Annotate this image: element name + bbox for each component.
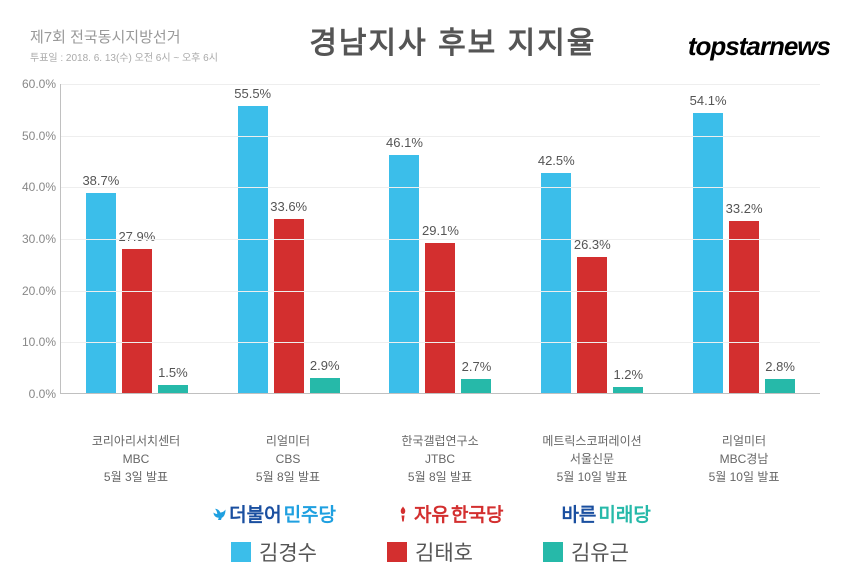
bar-value-label: 46.1% <box>386 135 423 150</box>
party-name-a: 더불어 <box>229 500 281 527</box>
candidate-label: 김태호 <box>387 537 473 567</box>
candidate-label: 김유근 <box>543 537 629 567</box>
bar: 46.1% <box>389 155 419 393</box>
bar: 2.9% <box>310 378 340 393</box>
bar: 2.7% <box>461 379 491 393</box>
color-swatch <box>387 542 407 562</box>
y-tick: 60.0% <box>22 77 56 91</box>
bar-value-label: 1.5% <box>158 365 188 380</box>
bar: 26.3% <box>577 257 607 393</box>
x-label: 한국갤럽연구소JTBC5월 8일 발표 <box>364 424 516 486</box>
y-tick: 20.0% <box>22 284 56 298</box>
grid-line <box>61 187 820 188</box>
bar: 54.1% <box>693 113 723 393</box>
party-name-b: 미래당 <box>598 500 650 527</box>
candidate-row: 김경수 김태호 김유근 <box>60 537 800 567</box>
bar-value-label: 2.7% <box>462 359 492 374</box>
color-swatch <box>543 542 563 562</box>
bar-value-label: 33.6% <box>270 199 307 214</box>
grid-line <box>61 84 820 85</box>
chart: 0.0%10.0%20.0%30.0%40.0%50.0%60.0% 38.7%… <box>60 84 820 424</box>
candidate-name: 김태호 <box>415 537 473 567</box>
party-name-a: 바른 <box>561 500 596 527</box>
bar-value-label: 27.9% <box>118 229 155 244</box>
bar-value-label: 42.5% <box>538 153 575 168</box>
party-name-b: 한국당 <box>451 500 503 527</box>
party-label: 자유한국당 <box>394 500 503 527</box>
y-tick: 0.0% <box>29 387 56 401</box>
candidate-label: 김경수 <box>231 537 317 567</box>
plot-area: 38.7%27.9%1.5%55.5%33.6%2.9%46.1%29.1%2.… <box>60 84 820 394</box>
bar-value-label: 1.2% <box>613 367 643 382</box>
y-tick: 40.0% <box>22 180 56 194</box>
bar: 38.7% <box>86 193 116 393</box>
x-label: 리얼미터CBS5월 8일 발표 <box>212 424 364 486</box>
subtitle: 제7회 전국동시지방선거 <box>30 26 218 47</box>
party-name-a: 자유 <box>414 500 449 527</box>
bar: 42.5% <box>541 173 571 393</box>
x-label: 리얼미터MBC경남5월 10일 발표 <box>668 424 820 486</box>
bar: 1.2% <box>613 387 643 393</box>
y-axis: 0.0%10.0%20.0%30.0%40.0%50.0%60.0% <box>12 84 60 394</box>
bar-value-label: 33.2% <box>726 201 763 216</box>
subdate: 투표일 : 2018. 6. 13(수) 오전 6시 ~ 오후 6시 <box>30 49 218 64</box>
bar-value-label: 54.1% <box>690 93 727 108</box>
candidate-name: 김경수 <box>259 537 317 567</box>
bar: 33.2% <box>729 221 759 393</box>
grid-line <box>61 291 820 292</box>
bar-value-label: 2.8% <box>765 359 795 374</box>
party-name-b: 민주당 <box>284 500 336 527</box>
x-label: 코리아리서치센터MBC5월 3일 발표 <box>60 424 212 486</box>
bar: 27.9% <box>122 249 152 393</box>
bar-value-label: 55.5% <box>234 86 271 101</box>
y-tick: 10.0% <box>22 335 56 349</box>
y-tick: 30.0% <box>22 232 56 246</box>
bar: 33.6% <box>274 219 304 393</box>
bar: 2.8% <box>765 379 795 393</box>
party-label: 바른미래당 <box>561 500 650 527</box>
x-label: 메트릭스코퍼레이션서울신문5월 10일 발표 <box>516 424 668 486</box>
bar-value-label: 38.7% <box>82 173 119 188</box>
x-axis-labels: 코리아리서치센터MBC5월 3일 발표리얼미터CBS5월 8일 발표한국갤럽연구… <box>60 424 820 486</box>
bar-value-label: 29.1% <box>422 223 459 238</box>
bar-value-label: 2.9% <box>310 358 340 373</box>
party-row: 더불어민주당 자유한국당 바른미래당 <box>60 500 800 527</box>
color-swatch <box>231 542 251 562</box>
header-left: 제7회 전국동시지방선거 투표일 : 2018. 6. 13(수) 오전 6시 … <box>30 26 218 64</box>
torch-icon <box>394 505 412 523</box>
bar: 55.5% <box>238 106 268 393</box>
bar: 29.1% <box>425 243 455 393</box>
brand-logo: topstarnews <box>688 31 830 62</box>
dove-icon <box>209 505 227 523</box>
page-title: 경남지사 후보 지지율 <box>232 18 674 62</box>
y-tick: 50.0% <box>22 129 56 143</box>
candidate-name: 김유근 <box>571 537 629 567</box>
bar: 1.5% <box>158 385 188 393</box>
grid-line <box>61 342 820 343</box>
grid-line <box>61 239 820 240</box>
party-label: 더불어민주당 <box>209 500 336 527</box>
header: 제7회 전국동시지방선거 투표일 : 2018. 6. 13(수) 오전 6시 … <box>0 0 860 72</box>
grid-line <box>61 136 820 137</box>
legend: 더불어민주당 자유한국당 바른미래당 김경수 김태호 김유근 <box>60 500 800 567</box>
